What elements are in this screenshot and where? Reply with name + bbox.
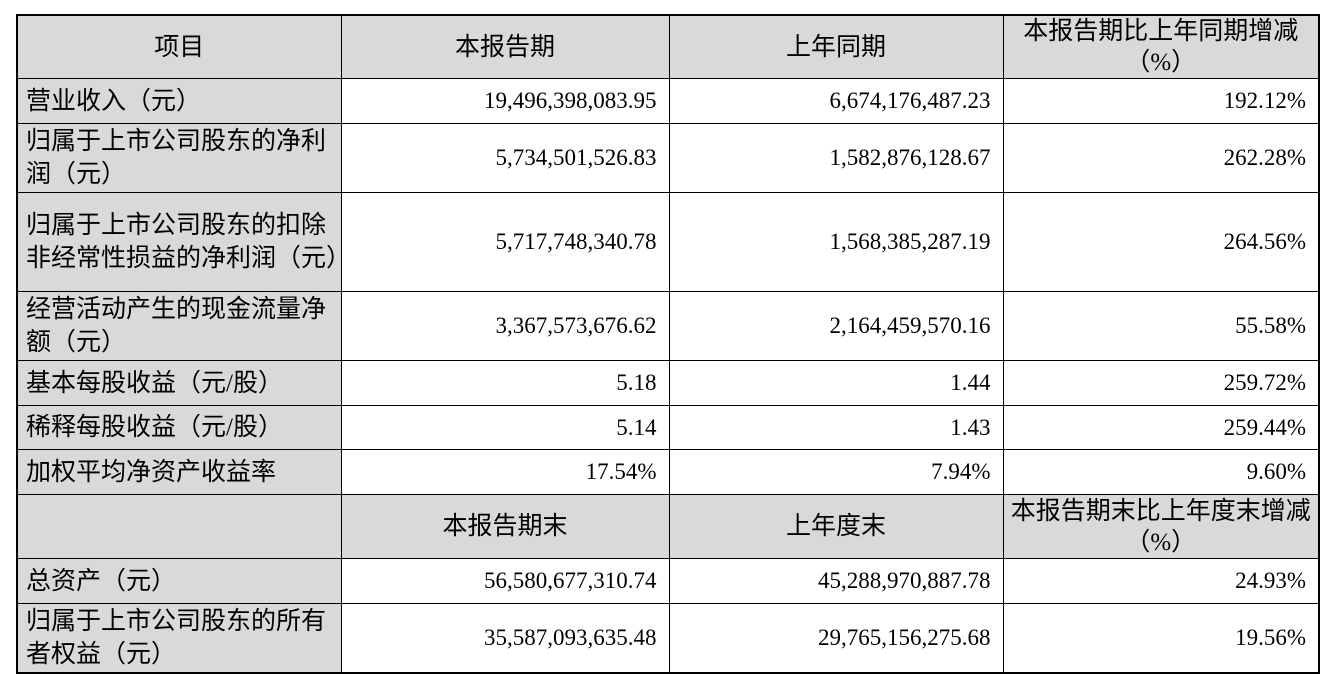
metric-row-net-profit-excl-nonrecurring: 归属于上市公司股东的扣除非经常性损益的净利润（元） 5,717,748,340.…: [16, 192, 1320, 292]
change-value-cell: 192.12%: [1002, 78, 1320, 124]
current-value-cell: 3,367,573,676.62: [340, 291, 670, 361]
metric-row-operating-cash-flow: 经营活动产生的现金流量净额（元） 3,367,573,676.62 2,164,…: [16, 291, 1320, 361]
metric-row-total-assets: 总资产（元） 56,580,677,310.74 45,288,970,887.…: [16, 558, 1320, 604]
change-value-cell: 19.56%: [1002, 603, 1320, 674]
period-header-row: 项目 本报告期 上年同期 本报告期比上年同期增减（%）: [16, 14, 1320, 79]
current-value-cell: 17.54%: [340, 449, 670, 495]
prior-value-cell: 2,164,459,570.16: [668, 291, 1004, 361]
change-value-cell: 264.56%: [1002, 192, 1320, 292]
prior-value-cell: 1,582,876,128.67: [668, 123, 1004, 193]
change-value-cell: 55.58%: [1002, 291, 1320, 361]
prior-value-cell: 1.44: [668, 360, 1004, 406]
header-change-percent: 本报告期比上年同期增减（%）: [1002, 14, 1320, 79]
header-item-empty: [16, 494, 342, 559]
metric-row-revenue: 营业收入（元） 19,496,398,083.95 6,674,176,487.…: [16, 78, 1320, 124]
label-cell: 营业收入（元）: [16, 78, 342, 124]
prior-value-cell: 1,568,385,287.19: [668, 192, 1004, 292]
label-cell: 经营活动产生的现金流量净额（元）: [16, 291, 342, 361]
label-cell: 加权平均净资产收益率: [16, 449, 342, 495]
current-value-cell: 5,717,748,340.78: [340, 192, 670, 292]
header-prior-period: 上年同期: [668, 14, 1004, 79]
period-end-header-row: 本报告期末 上年度末 本报告期末比上年度末增减（%）: [16, 494, 1320, 559]
metric-row-diluted-eps: 稀释每股收益（元/股） 5.14 1.43 259.44%: [16, 405, 1320, 450]
metric-row-weighted-avg-roe: 加权平均净资产收益率 17.54% 7.94% 9.60%: [16, 449, 1320, 495]
metric-row-basic-eps: 基本每股收益（元/股） 5.18 1.44 259.72%: [16, 360, 1320, 406]
prior-value-cell: 7.94%: [668, 449, 1004, 495]
prior-value-cell: 6,674,176,487.23: [668, 78, 1004, 124]
label-cell: 归属于上市公司股东的扣除非经常性损益的净利润（元）: [16, 192, 342, 292]
change-value-cell: 259.44%: [1002, 405, 1320, 450]
label-cell: 总资产（元）: [16, 558, 342, 604]
current-value-cell: 5.14: [340, 405, 670, 450]
current-value-cell: 19,496,398,083.95: [340, 78, 670, 124]
financial-summary-table: 项目 本报告期 上年同期 本报告期比上年同期增减（%） 营业收入（元） 19,4…: [16, 14, 1320, 674]
current-value-cell: 5.18: [340, 360, 670, 406]
label-cell: 基本每股收益（元/股）: [16, 360, 342, 406]
change-value-cell: 9.60%: [1002, 449, 1320, 495]
change-value-cell: 262.28%: [1002, 123, 1320, 193]
metric-row-net-profit: 归属于上市公司股东的净利润（元） 5,734,501,526.83 1,582,…: [16, 123, 1320, 193]
label-cell: 稀释每股收益（元/股）: [16, 405, 342, 450]
current-value-cell: 5,734,501,526.83: [340, 123, 670, 193]
label-cell: 归属于上市公司股东的净利润（元）: [16, 123, 342, 193]
metric-row-equity-attributable: 归属于上市公司股东的所有者权益（元） 35,587,093,635.48 29,…: [16, 603, 1320, 674]
current-value-cell: 35,587,093,635.48: [340, 603, 670, 674]
financial-summary: 项目 本报告期 上年同期 本报告期比上年同期增减（%） 营业收入（元） 19,4…: [16, 14, 1320, 674]
prior-value-cell: 29,765,156,275.68: [668, 603, 1004, 674]
change-value-cell: 24.93%: [1002, 558, 1320, 604]
change-value-cell: 259.72%: [1002, 360, 1320, 406]
header-current-period: 本报告期: [340, 14, 670, 79]
header-change-percent-end: 本报告期末比上年度末增减（%）: [1002, 494, 1320, 559]
prior-value-cell: 1.43: [668, 405, 1004, 450]
header-prior-year-end: 上年度末: [668, 494, 1004, 559]
prior-value-cell: 45,288,970,887.78: [668, 558, 1004, 604]
label-cell: 归属于上市公司股东的所有者权益（元）: [16, 603, 342, 674]
header-item: 项目: [16, 14, 342, 79]
current-value-cell: 56,580,677,310.74: [340, 558, 670, 604]
header-current-period-end: 本报告期末: [340, 494, 670, 559]
